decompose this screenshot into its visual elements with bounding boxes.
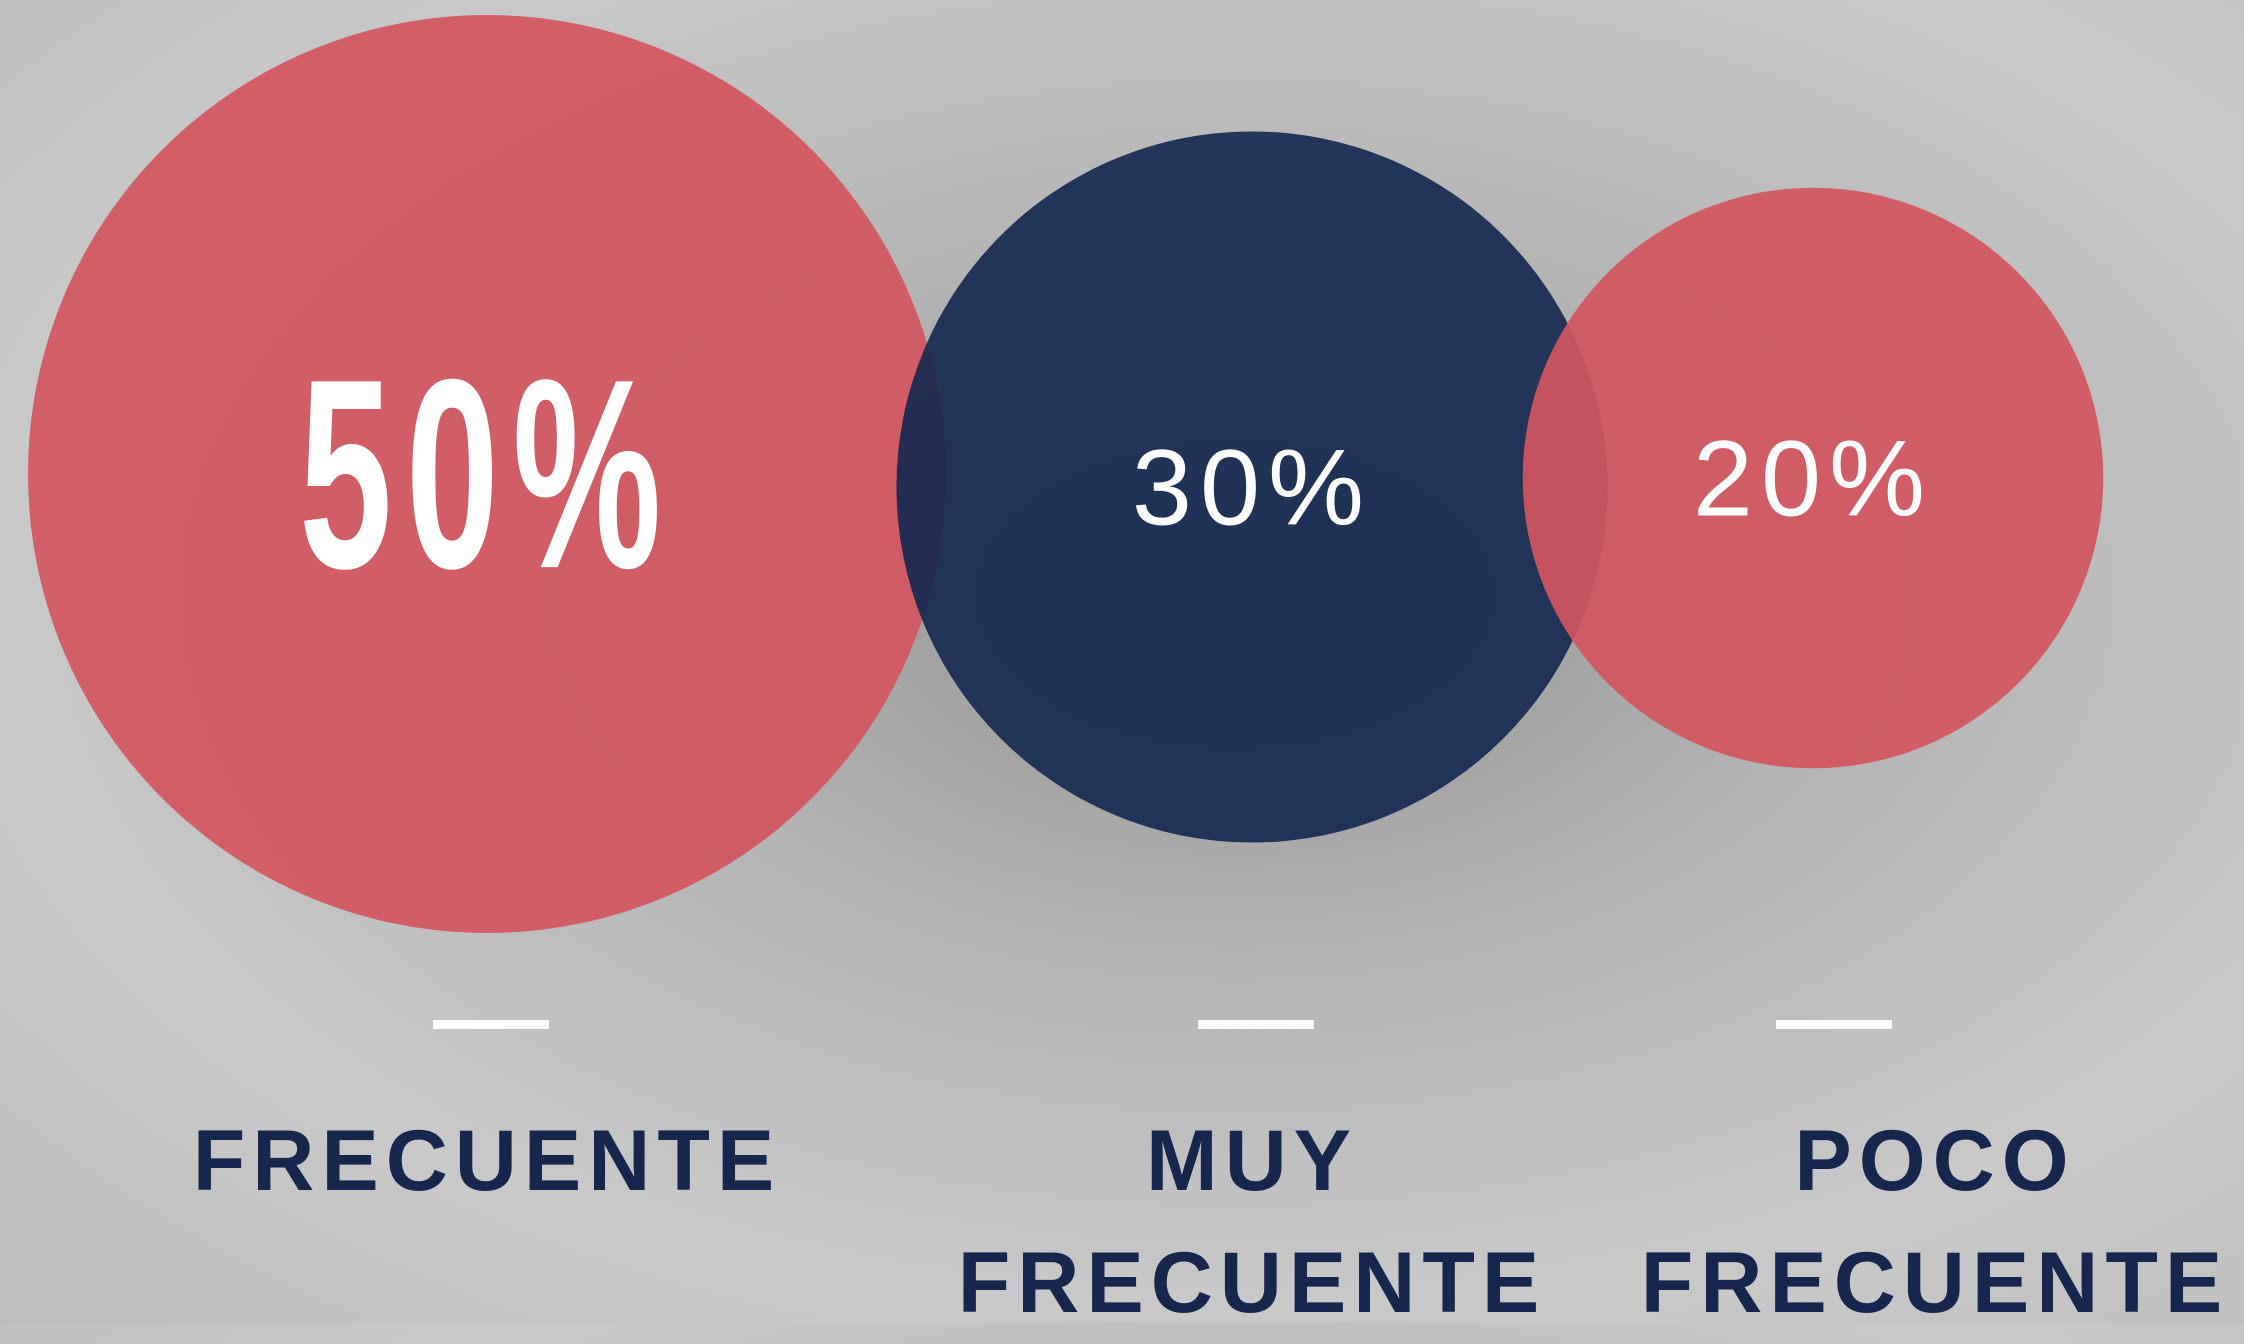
divider bbox=[433, 1020, 549, 1029]
category-label: FRECUENTE bbox=[192, 1113, 782, 1209]
bubble bbox=[1522, 187, 2104, 769]
category-label: MUY FRECUENTE bbox=[957, 1113, 1547, 1331]
bubble bbox=[896, 131, 1608, 843]
divider bbox=[1776, 1020, 1892, 1029]
category-label: POCO FRECUENTE bbox=[1640, 1113, 2230, 1331]
divider bbox=[1198, 1020, 1314, 1029]
value-label: 30% bbox=[1132, 427, 1372, 548]
value-label: 50% bbox=[299, 323, 675, 625]
bubble bbox=[28, 15, 946, 933]
value-label: 20% bbox=[1693, 418, 1933, 539]
